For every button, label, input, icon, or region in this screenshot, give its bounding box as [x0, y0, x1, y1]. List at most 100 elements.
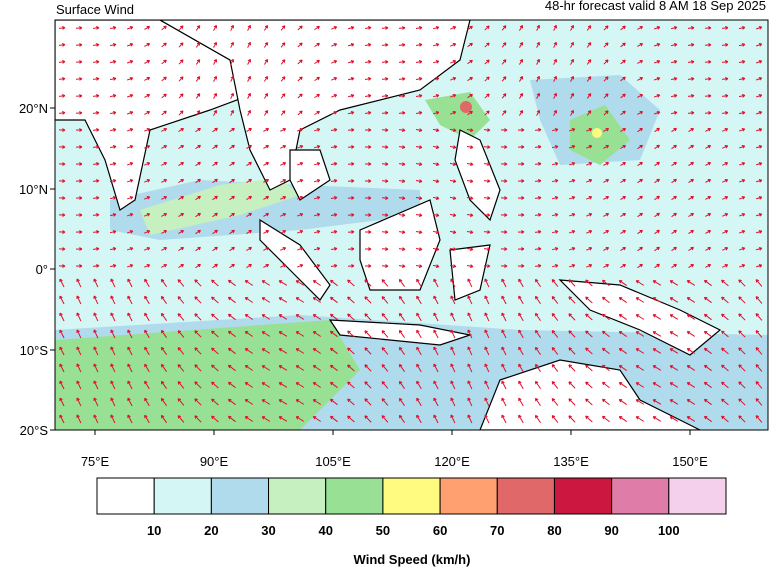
- wind-arrow: [534, 230, 542, 234]
- wind-arrow: [432, 60, 440, 64]
- wind-arrow: [484, 329, 490, 339]
- wind-arrow: [688, 246, 694, 252]
- wind-arrow: [76, 346, 82, 356]
- wind-arrow: [620, 144, 626, 149]
- wind-arrow: [75, 43, 83, 47]
- wind-arrow: [670, 111, 678, 115]
- wind-arrow: [466, 179, 474, 183]
- wind-arrow: [433, 414, 439, 424]
- wind-arrow: [415, 264, 423, 268]
- wind-arrow: [635, 314, 645, 320]
- wind-arrow: [501, 25, 507, 31]
- wind-arrow: [109, 60, 117, 64]
- wind-arrow: [347, 279, 355, 287]
- wind-arrow: [161, 76, 167, 82]
- wind-arrow: [144, 128, 151, 132]
- wind-arrow: [652, 314, 662, 320]
- wind-arrow: [92, 60, 100, 64]
- wind-arrow: [109, 43, 117, 47]
- wind-arrow: [568, 313, 576, 321]
- wind-arrow: [330, 247, 338, 251]
- wind-arrow: [364, 364, 372, 372]
- wind-arrow: [519, 93, 524, 99]
- wind-arrow: [297, 247, 304, 251]
- wind-arrow: [347, 77, 355, 81]
- wind-arrow: [450, 346, 456, 356]
- wind-arrow: [568, 330, 576, 338]
- wind-arrow: [467, 397, 473, 407]
- wind-arrow: [688, 263, 694, 269]
- wind-arrow: [278, 331, 288, 337]
- lon-label: 90°E: [200, 454, 229, 469]
- wind-arrow: [244, 331, 254, 337]
- wind-arrow: [347, 330, 355, 338]
- wind-arrow: [230, 41, 234, 48]
- wind-arrow: [755, 264, 763, 268]
- wind-arrow: [534, 380, 541, 390]
- wind-arrow: [195, 42, 201, 48]
- wind-arrow: [484, 25, 490, 31]
- wind-arrow: [398, 196, 406, 200]
- wind-arrow: [213, 41, 217, 48]
- wind-arrow: [161, 196, 168, 200]
- wind-arrow: [127, 312, 133, 322]
- wind-arrow: [278, 314, 288, 320]
- wind-arrow: [568, 364, 576, 372]
- wind-arrow: [280, 59, 286, 65]
- speed-zone: [140, 178, 300, 235]
- wind-arrow: [161, 213, 168, 217]
- wind-arrow: [705, 179, 712, 183]
- wind-arrow: [688, 161, 694, 167]
- wind-arrow: [654, 161, 660, 167]
- wind-arrow: [144, 77, 151, 81]
- wind-arrow: [144, 329, 150, 339]
- wind-arrow: [671, 229, 677, 235]
- wind-arrow: [144, 111, 151, 115]
- wind-arrow: [59, 278, 65, 288]
- wind-arrow: [329, 296, 338, 304]
- wind-arrow: [93, 346, 99, 356]
- wind-arrow: [280, 145, 287, 149]
- wind-arrow: [415, 179, 423, 183]
- wind-arrow: [178, 42, 184, 48]
- wind-arrow: [620, 229, 626, 234]
- wind-arrow: [519, 76, 524, 82]
- wind-arrow: [295, 297, 305, 303]
- wind-arrow: [652, 365, 662, 371]
- wind-arrow: [297, 42, 303, 48]
- colorbar-label: 30: [261, 523, 275, 538]
- wind-arrow: [144, 230, 151, 234]
- wind-arrow: [263, 179, 270, 183]
- wind-arrow: [59, 397, 65, 407]
- axes: 20°N 10°N 0° 10°S 20°S 75°E 90°E 105°E 120°E 135°…: [19, 101, 708, 469]
- wind-arrow: [177, 415, 185, 423]
- wind-arrow: [721, 60, 729, 64]
- wind-arrow: [244, 348, 254, 354]
- wind-arrow: [229, 144, 235, 150]
- wind-arrow: [312, 416, 322, 422]
- wind-arrow: [212, 229, 218, 235]
- wind-arrow: [620, 212, 626, 217]
- wind-arrow: [329, 364, 338, 372]
- wind-arrow: [92, 145, 100, 149]
- wind-arrow: [586, 76, 592, 82]
- wind-arrow: [75, 145, 83, 149]
- wind-arrow: [652, 382, 662, 388]
- wind-arrow: [688, 144, 694, 150]
- wind-arrow: [756, 111, 763, 115]
- wind-arrow: [687, 43, 695, 47]
- wind-arrow: [347, 296, 355, 304]
- wind-arrow: [58, 94, 66, 98]
- wind-arrow: [534, 414, 541, 424]
- wind-arrow: [671, 195, 677, 201]
- wind-arrow: [603, 128, 610, 132]
- wind-arrow: [517, 179, 525, 183]
- wind-arrow: [585, 398, 593, 406]
- wind-arrow: [230, 75, 234, 82]
- wind-arrow: [518, 329, 524, 339]
- wind-arrow: [227, 296, 236, 304]
- lat-label: 10°N: [19, 182, 48, 197]
- wind-arrow: [654, 229, 660, 235]
- wind-arrow: [603, 213, 610, 217]
- wind-arrow: [654, 144, 660, 150]
